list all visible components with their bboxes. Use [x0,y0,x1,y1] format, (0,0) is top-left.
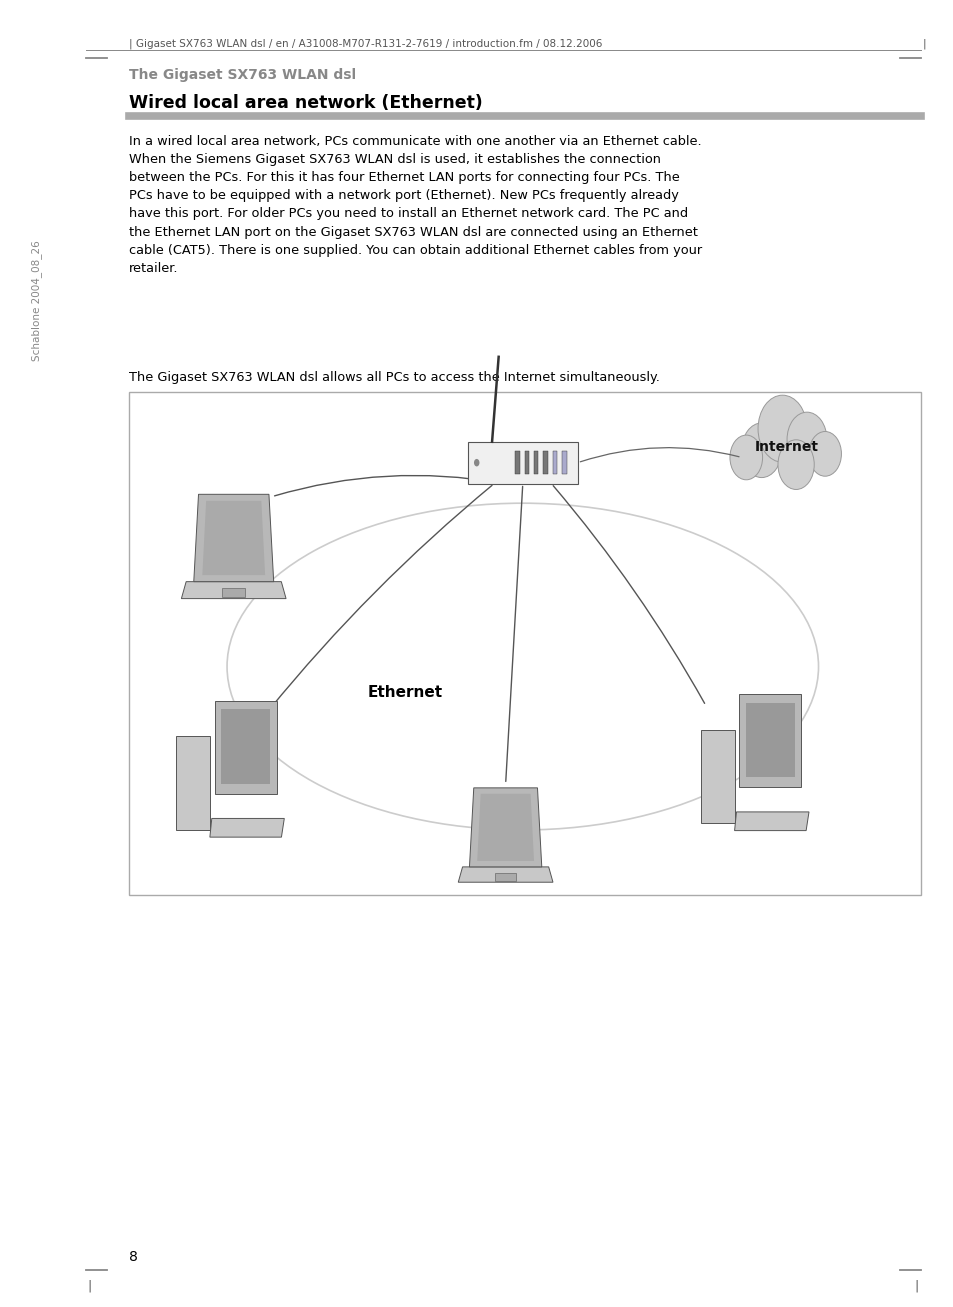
Polygon shape [181,582,286,599]
Bar [561,451,566,474]
Bar [515,451,519,474]
Text: Schablone 2004_08_26: Schablone 2004_08_26 [30,240,42,361]
Polygon shape [745,703,794,778]
Bar [222,588,245,597]
Bar [495,873,516,881]
Circle shape [729,435,761,480]
Text: | Gigaset SX763 WLAN dsl / en / A31008-M707-R131-2-7619 / introduction.fm / 08.1: | Gigaset SX763 WLAN dsl / en / A31008-M… [129,38,601,50]
Polygon shape [214,701,276,793]
Polygon shape [700,729,734,823]
Text: |: | [922,38,925,50]
Polygon shape [469,788,541,867]
Bar [543,451,547,474]
Polygon shape [202,501,265,575]
Circle shape [474,459,479,467]
FancyBboxPatch shape [468,442,577,484]
Polygon shape [221,710,270,784]
Polygon shape [457,867,553,882]
Text: The Gigaset SX763 WLAN dsl: The Gigaset SX763 WLAN dsl [129,68,355,82]
FancyBboxPatch shape [129,392,920,895]
Bar [553,451,557,474]
Polygon shape [193,494,274,582]
Text: 8: 8 [129,1251,137,1264]
Circle shape [786,412,826,467]
Text: Wired local area network (Ethernet): Wired local area network (Ethernet) [129,94,482,112]
Text: The Gigaset SX763 WLAN dsl allows all PCs to access the Internet simultaneously.: The Gigaset SX763 WLAN dsl allows all PC… [129,371,659,384]
Circle shape [777,439,813,489]
Bar [524,451,528,474]
Circle shape [808,431,841,476]
Polygon shape [210,818,284,838]
Polygon shape [176,737,210,830]
Bar [534,451,537,474]
Polygon shape [476,793,534,861]
Polygon shape [739,694,801,787]
Circle shape [741,423,781,477]
Text: Internet: Internet [754,439,819,454]
Text: |: | [88,1280,91,1293]
Polygon shape [734,812,808,831]
Circle shape [758,395,806,463]
Text: Ethernet: Ethernet [368,685,442,701]
Text: |: | [914,1280,918,1293]
Text: In a wired local area network, PCs communicate with one another via an Ethernet : In a wired local area network, PCs commu… [129,135,701,274]
